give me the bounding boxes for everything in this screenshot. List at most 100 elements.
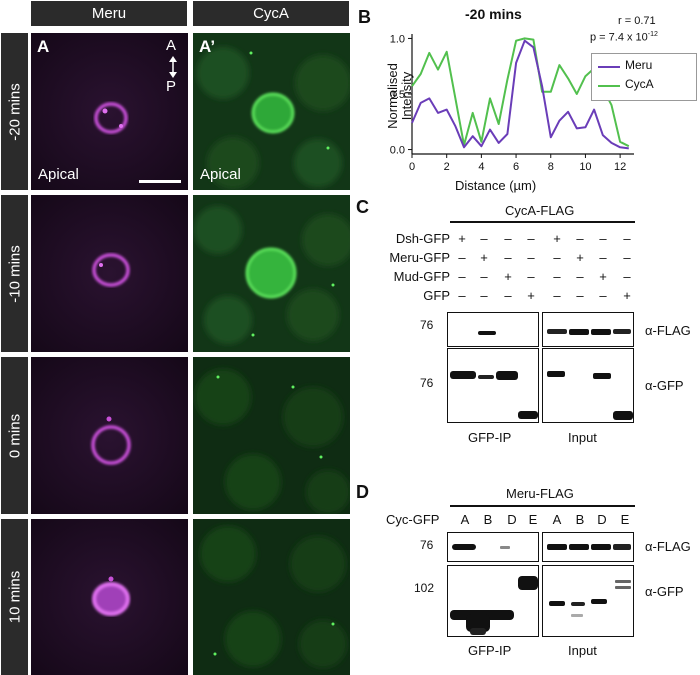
condition-mark: –	[576, 269, 584, 284]
condition-mark: –	[504, 231, 512, 246]
condition-mark: –	[553, 288, 561, 303]
condition-mark: –	[553, 250, 561, 265]
panel-d-header-line	[450, 505, 635, 507]
condition-mark: +	[504, 269, 512, 284]
condition-mark: +	[527, 288, 535, 303]
series-line-meru	[411, 39, 629, 150]
condition-mark: –	[480, 231, 488, 246]
condition-mark: –	[480, 288, 488, 303]
row-label-10: 10 mins	[1, 519, 28, 675]
panel-letter-a: A	[37, 37, 50, 56]
lane-label: D	[507, 512, 517, 527]
condition-mark: +	[458, 231, 466, 246]
y-tick-label: 0.5	[390, 89, 405, 101]
legend-label-meru: Meru	[625, 58, 653, 72]
condition-mark: –	[458, 269, 466, 284]
condition-mark: –	[504, 250, 512, 265]
lane-label: E	[528, 512, 538, 527]
row-label-text: 10 mins	[6, 570, 23, 624]
x-tick-label: 2	[444, 161, 450, 173]
condition-label: GFP	[423, 288, 450, 303]
condition-mark: –	[504, 288, 512, 303]
panel-c-ab-bottom: α-GFP	[645, 378, 684, 393]
intensity-profile-chart: 0.0 0.5 1.0 0 2 4 6 8 10 12	[390, 33, 634, 173]
micrograph-cyca-minus10	[193, 195, 350, 352]
condition-mark: –	[527, 231, 535, 246]
x-tick-label: 4	[478, 161, 484, 173]
column-header-cyca: CycA	[193, 1, 349, 26]
x-axis-label: Distance (µm)	[455, 178, 537, 193]
correlation-p: p = 7.4 x 10-12	[590, 31, 658, 44]
x-tick-label: 12	[614, 161, 626, 173]
p-value: p = 7.4 x 10	[590, 31, 648, 44]
panel-c-label-ip: GFP-IP	[468, 430, 512, 445]
column-header-meru: Meru	[31, 1, 187, 26]
blot-d-input-flag	[542, 532, 634, 562]
row-label-text: -20 mins	[6, 82, 23, 141]
panel-c-mw-bottom: 76	[420, 376, 434, 390]
condition-mark: –	[576, 288, 584, 303]
blot-c-ip-flag	[447, 312, 539, 347]
apical-label-cyca: Apical	[200, 166, 241, 183]
micrograph-cyca-0	[193, 357, 350, 514]
condition-label: Meru-GFP	[389, 250, 450, 265]
lane-label: E	[620, 512, 630, 527]
condition-mark: –	[623, 250, 631, 265]
figure-letter-d: D	[356, 482, 369, 502]
micrograph-cyca-10	[193, 519, 350, 675]
row-label-text: -10 mins	[6, 244, 23, 303]
condition-mark: +	[576, 250, 584, 265]
micrograph-cyca-minus20	[193, 33, 350, 190]
chart-legend: Meru CycA	[591, 53, 697, 101]
panel-d-row-label: Cyc-GFP	[386, 512, 440, 527]
row-label-0: 0 mins	[1, 357, 28, 514]
condition-mark: +	[599, 269, 607, 284]
condition-mark: –	[527, 269, 535, 284]
condition-mark: –	[623, 231, 631, 246]
condition-mark: +	[553, 231, 561, 246]
blot-d-input-gfp	[542, 565, 634, 637]
lane-label: D	[597, 512, 607, 527]
panel-c-ab-top: α-FLAG	[645, 323, 691, 338]
figure-letter-c: C	[356, 197, 369, 217]
y-axis-label: Normalised Intensity	[385, 63, 414, 129]
micrograph-meru-0	[31, 357, 188, 514]
blot-d-ip-gfp	[447, 565, 539, 637]
condition-mark: +	[480, 250, 488, 265]
y-tick-label: 0.0	[390, 145, 405, 157]
axis-marker-anterior: A	[166, 37, 177, 54]
lane-label: B	[483, 512, 493, 527]
lane-label: A	[460, 512, 470, 527]
condition-mark: –	[599, 288, 607, 303]
panel-d-mw-bottom: 102	[414, 581, 435, 595]
row-label-minus10: -10 mins	[1, 195, 28, 352]
condition-mark: +	[623, 288, 631, 303]
panel-d-ab-top: α-FLAG	[645, 539, 691, 554]
scale-bar	[139, 180, 181, 183]
x-tick-label: 6	[513, 161, 519, 173]
condition-mark: –	[458, 250, 466, 265]
x-tick-label: 10	[579, 161, 591, 173]
row-label-text: 0 mins	[6, 413, 23, 458]
micrograph-meru-10	[31, 519, 188, 675]
panel-c-header: CycA-FLAG	[505, 203, 575, 218]
condition-mark: –	[599, 250, 607, 265]
micrograph-meru-minus10	[31, 195, 188, 352]
chart-plot-area: 0.0 0.5 1.0 0 2 4 6 8 10 12	[390, 33, 634, 173]
legend-label-cyca: CycA	[625, 77, 654, 91]
legend-swatch-meru	[598, 66, 620, 68]
condition-mark: –	[458, 288, 466, 303]
lane-label: A	[552, 512, 562, 527]
panel-c-mw-top: 76	[420, 318, 434, 332]
blot-c-input-flag	[542, 312, 634, 347]
figure-letter-b: B	[358, 7, 371, 27]
condition-mark: –	[480, 269, 488, 284]
condition-mark: –	[527, 250, 535, 265]
y-tick-label: 1.0	[390, 33, 405, 45]
lane-label: B	[575, 512, 585, 527]
p-exponent: -12	[647, 31, 658, 38]
panel-d-mw-top: 76	[420, 538, 434, 552]
correlation-r: r = 0.71	[618, 15, 656, 27]
condition-label: Dsh-GFP	[395, 231, 450, 246]
condition-mark: –	[599, 231, 607, 246]
